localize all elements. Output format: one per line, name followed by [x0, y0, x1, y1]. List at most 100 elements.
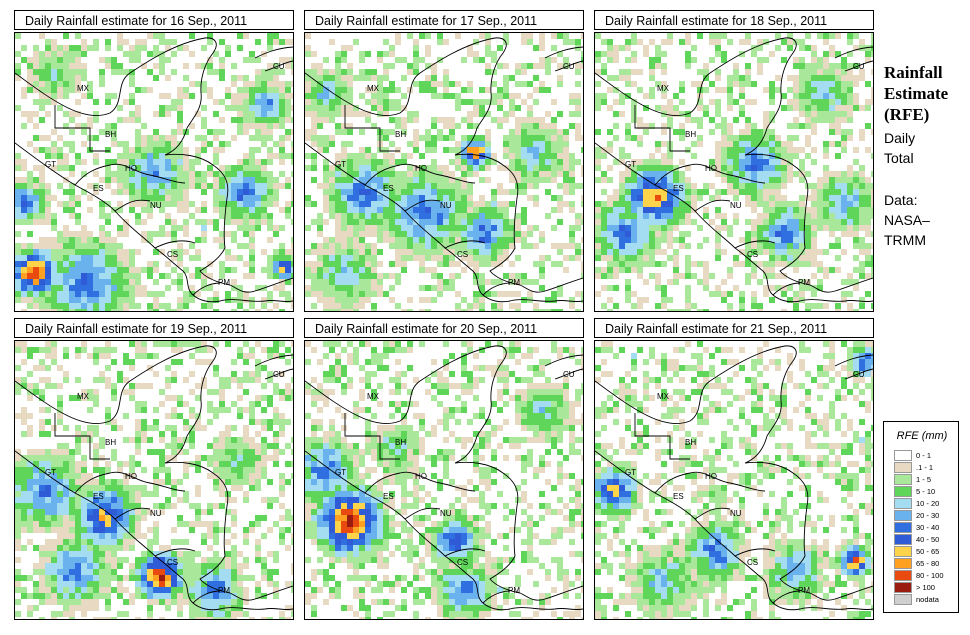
legend-label: 5 - 10 — [916, 487, 936, 496]
rain-grid — [15, 33, 293, 311]
total-label: Total — [884, 150, 914, 166]
rainfall-map: MX BH GT HO ES NU CS PM CU — [14, 32, 294, 312]
rfe-legend: RFE (mm) 0 - 1 .1 - 1 1 - 5 5 - 10 10 - 20 20… — [883, 421, 959, 613]
country-label-gt: GT — [45, 160, 56, 169]
country-label-mx: MX — [77, 84, 90, 93]
rainfall-map: MX BH GT HO ES NU CS PM CU — [304, 340, 584, 620]
panel-title: Daily Rainfall estimate for 17 Sep., 201… — [304, 10, 584, 30]
legend-swatch — [894, 558, 912, 569]
country-label-es: ES — [93, 492, 104, 501]
country-label-cs: CS — [747, 250, 758, 259]
legend-item: 80 - 100 — [894, 570, 958, 581]
legend-item: .1 - 1 — [894, 462, 958, 473]
country-label-gt: GT — [45, 468, 56, 477]
legend-title: RFE (mm) — [896, 430, 948, 442]
rain-grid — [595, 341, 873, 619]
coastlines — [15, 37, 293, 303]
country-label-nu: NU — [440, 201, 452, 210]
country-label-ho: HO — [125, 164, 137, 173]
rain-grid — [595, 33, 873, 311]
country-label-gt: GT — [335, 468, 346, 477]
panel-title: Daily Rainfall estimate for 19 Sep., 201… — [14, 318, 294, 338]
rainfall-map-svg: MX BH GT HO ES NU CS PM CU — [595, 33, 873, 311]
legend-swatch — [894, 582, 912, 593]
country-label-ho: HO — [415, 472, 427, 481]
rainfall-map-svg: MX BH GT HO ES NU CS PM CU — [305, 33, 583, 311]
rfe-panel-20-sep: Daily Rainfall estimate for 20 Sep., 201… — [304, 318, 584, 620]
country-label-pm: PM — [798, 586, 810, 595]
legend-swatch — [894, 462, 912, 473]
country-label-cu: CU — [273, 62, 285, 71]
legend-item: > 100 — [894, 582, 958, 593]
rainfall-map-svg: MX BH GT HO ES NU CS PM CU — [15, 33, 293, 311]
data-label: Data: — [884, 192, 918, 208]
rfe-panel-19-sep: Daily Rainfall estimate for 19 Sep., 201… — [14, 318, 294, 620]
country-label-ho: HO — [705, 164, 717, 173]
rfe-panel-16-sep: Daily Rainfall estimate for 16 Sep., 201… — [14, 10, 294, 312]
coastlines — [15, 345, 293, 611]
coastlines — [305, 345, 583, 611]
country-label-nu: NU — [440, 509, 452, 518]
legend-swatch — [894, 534, 912, 545]
country-label-mx: MX — [77, 392, 90, 401]
rainfall-map-svg: MX BH GT HO ES NU CS PM CU — [305, 341, 583, 619]
country-label-mx: MX — [367, 84, 380, 93]
country-label-gt: GT — [625, 468, 636, 477]
rainfall-map-svg: MX BH GT HO ES NU CS PM CU — [15, 341, 293, 619]
source-nasa: NASA– — [884, 212, 930, 228]
rain-grid — [305, 341, 583, 619]
country-label-nu: NU — [150, 201, 162, 210]
country-label-gt: GT — [625, 160, 636, 169]
legend-item: 10 - 20 — [894, 498, 958, 509]
country-label-es: ES — [383, 184, 394, 193]
country-label-cs: CS — [457, 558, 468, 567]
country-label-cu: CU — [563, 62, 575, 71]
legend-item: 0 - 1 — [894, 450, 958, 461]
country-label-pm: PM — [218, 278, 230, 287]
rainfall-map: MX BH GT HO ES NU CS PM CU — [304, 32, 584, 312]
legend-item: 5 - 10 — [894, 486, 958, 497]
country-label-cs: CS — [747, 558, 758, 567]
country-label-cu: CU — [273, 370, 285, 379]
country-label-nu: NU — [730, 201, 742, 210]
country-label-pm: PM — [218, 586, 230, 595]
rfe-panel-18-sep: Daily Rainfall estimate for 18 Sep., 201… — [594, 10, 874, 312]
side-title: Rainfall Estimate (RFE) — [884, 63, 949, 124]
rain-grid — [305, 33, 583, 311]
legend-label: 0 - 1 — [916, 451, 932, 460]
country-label-mx: MX — [657, 392, 670, 401]
country-label-pm: PM — [798, 278, 810, 287]
rainfall-map-svg: MX BH GT HO ES NU CS PM CU — [595, 341, 873, 619]
country-label-cs: CS — [457, 250, 468, 259]
legend-swatch — [894, 486, 912, 497]
legend-item: 20 - 30 — [894, 510, 958, 521]
country-label-bh: BH — [685, 438, 696, 447]
legend-swatch — [894, 594, 912, 605]
legend-label: 40 - 50 — [916, 535, 940, 544]
legend-label: 10 - 20 — [916, 499, 940, 508]
legend-label: .1 - 1 — [916, 463, 934, 472]
legend-item: 30 - 40 — [894, 522, 958, 533]
rfe-panel-17-sep: Daily Rainfall estimate for 17 Sep., 201… — [304, 10, 584, 312]
country-label-ho: HO — [125, 472, 137, 481]
legend-swatch — [894, 522, 912, 533]
panel-title: Daily Rainfall estimate for 21 Sep., 201… — [594, 318, 874, 338]
country-label-es: ES — [383, 492, 394, 501]
country-label-bh: BH — [395, 438, 406, 447]
daily-label: Daily — [884, 130, 916, 146]
country-label-pm: PM — [508, 586, 520, 595]
country-label-bh: BH — [685, 130, 696, 139]
legend-label: 30 - 40 — [916, 523, 940, 532]
coastlines — [305, 37, 583, 303]
legend-swatch — [894, 474, 912, 485]
country-label-bh: BH — [105, 438, 116, 447]
country-label-ho: HO — [415, 164, 427, 173]
country-label-cs: CS — [167, 250, 178, 259]
legend-swatch — [894, 510, 912, 521]
legend-label: 65 - 80 — [916, 559, 940, 568]
legend-label: 80 - 100 — [916, 571, 944, 580]
rainfall-map: MX BH GT HO ES NU CS PM CU — [594, 32, 874, 312]
country-label-bh: BH — [395, 130, 406, 139]
country-label-cu: CU — [563, 370, 575, 379]
rfe-panel-21-sep: Daily Rainfall estimate for 21 Sep., 201… — [594, 318, 874, 620]
